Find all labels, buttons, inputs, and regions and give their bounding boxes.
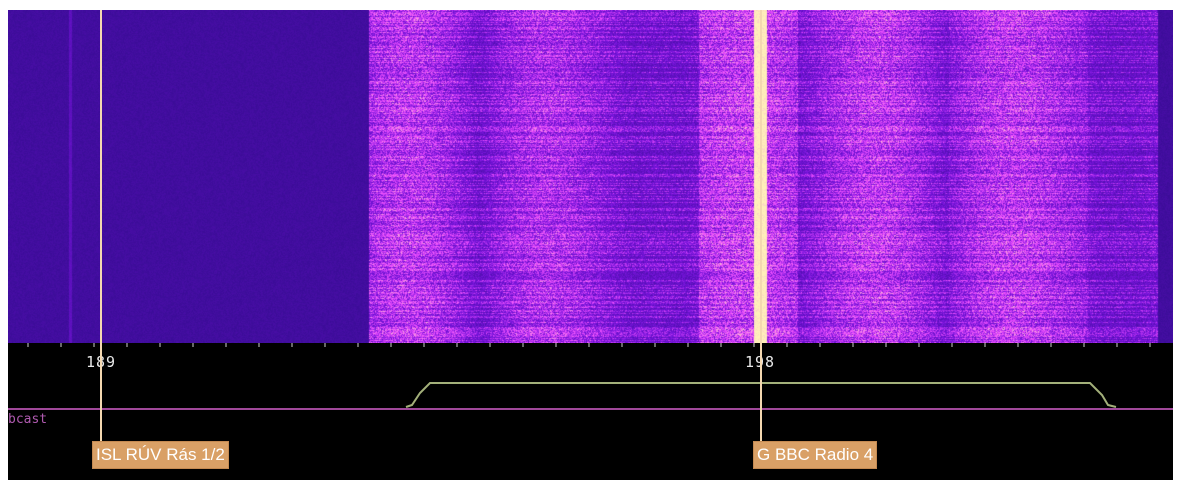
scale-ticks <box>27 343 1151 347</box>
station-marker-line-rav <box>100 10 102 444</box>
freq-label-198: 198 <box>745 353 775 371</box>
waterfall[interactable] <box>8 10 1173 343</box>
band-label: bcast <box>8 412 48 427</box>
station-label-bbc[interactable]: G BBC Radio 4 <box>753 441 878 469</box>
station-label-ruv[interactable]: ISL RÚV Rás 1/2 <box>92 441 229 469</box>
station-marker-line-bbc <box>760 10 762 444</box>
sdr-display[interactable]: 189 198 bcast ISL RÚV Rás 1/2 G BBC Radi… <box>8 10 1173 480</box>
